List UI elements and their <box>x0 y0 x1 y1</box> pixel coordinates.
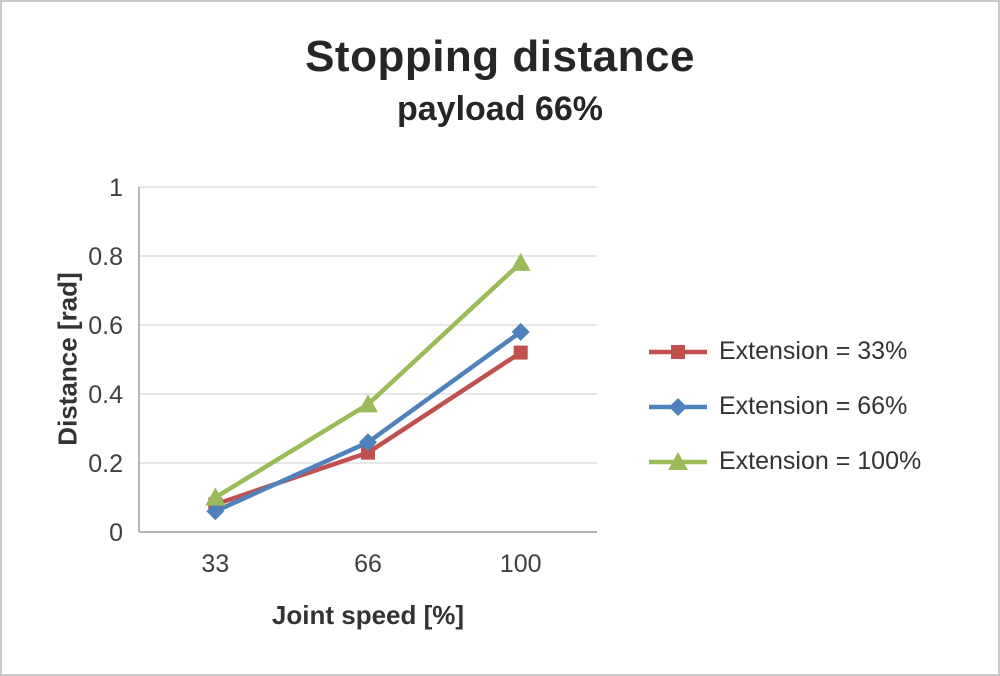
marker-square-icon <box>671 344 685 359</box>
y-axis-title: Distance [rad] <box>52 272 83 446</box>
marker-triangle-icon <box>358 394 378 413</box>
marker-triangle-icon <box>668 451 688 470</box>
x-tick-label: 66 <box>354 550 382 578</box>
marker-diamond-icon <box>206 502 225 521</box>
marker-diamond-icon <box>669 397 687 416</box>
x-axis-title: Joint speed [%] <box>271 600 465 630</box>
series-line <box>213 329 523 514</box>
legend-marker-diamond-icon <box>649 397 707 416</box>
legend-label: Extension = 100% <box>719 447 922 475</box>
series-line <box>213 350 523 507</box>
marker-diamond-icon <box>359 433 377 452</box>
x-tick-label: 33 <box>201 550 229 578</box>
legend-label: Extension = 33% <box>719 337 908 365</box>
marker-triangle-icon <box>205 487 226 506</box>
legend-item: Extension = 33% <box>647 337 921 366</box>
legend-marker-triangle-icon <box>649 451 707 470</box>
marker-square-icon <box>513 345 528 360</box>
chart-title: Stopping distance <box>305 32 695 81</box>
x-tick-label: 100 <box>500 550 542 578</box>
legend-marker-square-icon <box>649 344 707 359</box>
legend-label: Extension = 66% <box>719 392 908 420</box>
legend-item: Extension = 100% <box>647 447 921 476</box>
y-tick-label: 0.2 <box>88 450 123 478</box>
y-tick-label: 0.4 <box>88 381 123 409</box>
legend: Extension = 33% Extension = 66% Extension … <box>647 337 921 476</box>
y-tick-label: 1 <box>109 174 123 202</box>
y-tick-label: 0.6 <box>88 312 123 340</box>
marker-square-icon <box>361 445 375 460</box>
y-tick-label: 0 <box>109 519 123 547</box>
marker-triangle-icon <box>510 252 531 271</box>
legend-item: Extension = 66% <box>647 392 921 421</box>
marker-diamond-icon <box>511 322 530 341</box>
y-tick-label: 0.8 <box>88 243 123 271</box>
chart-subtitle: payload 66% <box>397 90 603 128</box>
